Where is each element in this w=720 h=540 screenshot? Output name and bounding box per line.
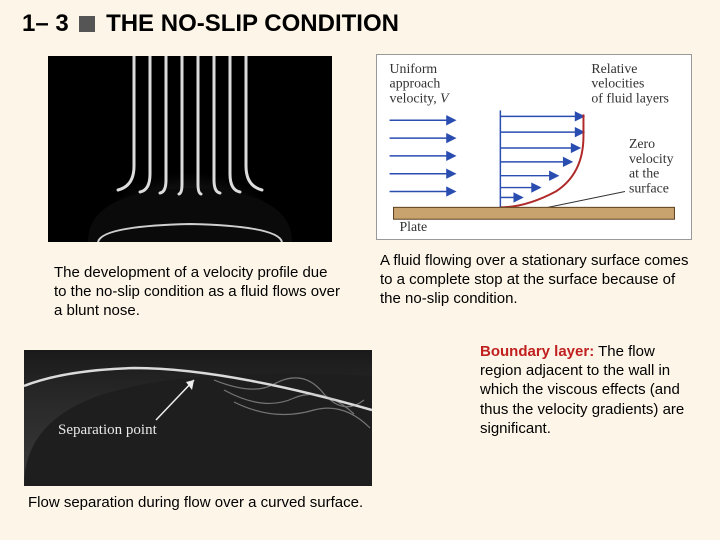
label-relative-velocities: Relative velocities of fluid layers <box>591 61 669 106</box>
caption-plate: A fluid flowing over a stationary surfac… <box>380 252 692 308</box>
title-main: THE NO-SLIP CONDITION <box>106 10 399 37</box>
label-separation-point: Separation point <box>58 422 158 438</box>
uniform-arrows <box>390 116 455 195</box>
plate-shape <box>394 207 675 219</box>
figure-plate-diagram: Uniform approach velocity, V Relative ve… <box>376 54 692 240</box>
label-zero-velocity: Zero velocity at the surface <box>629 136 677 196</box>
boundary-layer-term: Boundary layer: <box>480 343 594 360</box>
caption-blunt-nose: The development of a velocity profile du… <box>54 264 340 320</box>
caption-separation: Flow separation during flow over a curve… <box>28 494 448 511</box>
title-square-icon <box>79 16 95 32</box>
figure-blunt-nose <box>48 56 332 242</box>
label-plate: Plate <box>399 219 427 234</box>
profile-arrows <box>500 112 583 201</box>
figure-separation: Separation point <box>24 350 372 486</box>
title-prefix: 1– 3 <box>22 10 69 37</box>
page-title: 1– 3 THE NO-SLIP CONDITION <box>22 10 399 38</box>
boundary-layer-definition: Boundary layer: The flow region adjacent… <box>480 342 696 438</box>
label-uniform-approach: Uniform approach velocity, V <box>390 61 451 106</box>
